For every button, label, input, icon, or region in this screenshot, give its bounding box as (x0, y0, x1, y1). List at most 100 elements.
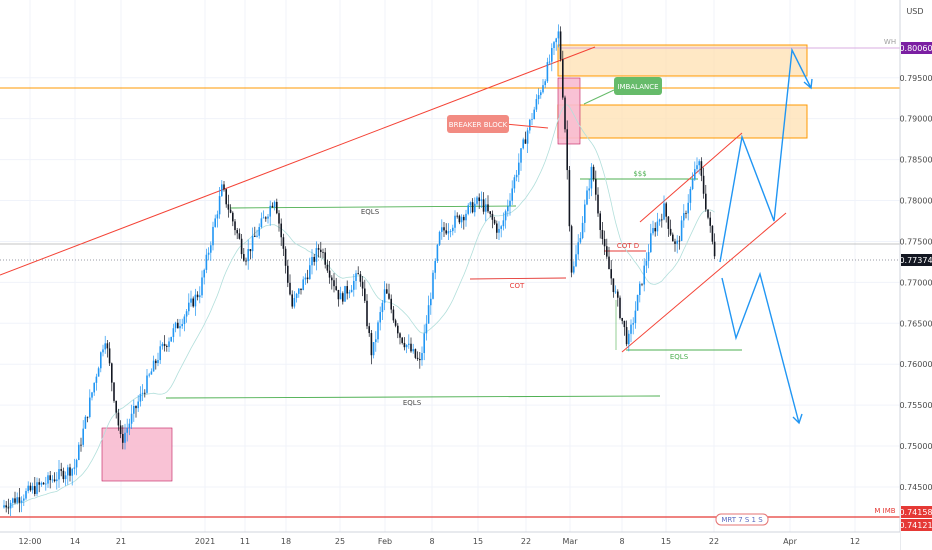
candle-body (401, 337, 403, 343)
candle-body (5, 505, 7, 508)
candle-body (364, 288, 366, 301)
candle-body (111, 363, 113, 383)
candle-body (201, 277, 203, 296)
candle-body (100, 352, 102, 369)
candle-body (394, 320, 397, 326)
candle-body (179, 326, 181, 329)
time-tick-labels: 12:00 14 21 2021 11 18 25 Feb 8 15 22 Mar 8 15 22 Apr 12 (18, 537, 860, 546)
candle-body (34, 486, 36, 494)
candle-body (586, 190, 588, 205)
candle-body (500, 226, 502, 229)
breaker-block-label: BREAKER BLOCK (449, 121, 508, 129)
candle-body (78, 444, 80, 460)
candle-body (119, 425, 122, 434)
channel-upper (639, 132, 743, 223)
candle-body (183, 316, 186, 325)
cot-line (469, 277, 567, 280)
low-price-tag (901, 519, 932, 531)
candle-body (45, 483, 47, 485)
candle-body (342, 293, 344, 302)
candle-body (174, 322, 177, 329)
candle-body (309, 265, 311, 280)
time-tick: Mar (562, 537, 578, 546)
candle-body (513, 177, 516, 189)
candle-body (113, 382, 115, 401)
low-price-value: 0.74121 (899, 521, 932, 530)
candle-body (667, 216, 670, 229)
candle-body (412, 349, 414, 352)
candle-body (476, 197, 478, 204)
candle-body (141, 392, 144, 394)
candle-body (388, 293, 390, 299)
candle-body (328, 270, 331, 278)
candle-body (18, 497, 21, 503)
candle-body (359, 274, 362, 282)
candle-body (632, 323, 634, 325)
candle-body (548, 61, 551, 63)
candle-body (656, 221, 659, 232)
candle-body (603, 239, 606, 247)
candle-body (496, 223, 498, 233)
candle-body (260, 218, 263, 228)
candle-body (579, 238, 582, 243)
candle-body (40, 482, 43, 485)
candle-body (73, 467, 76, 469)
candle-body (324, 252, 326, 265)
candle-body (75, 459, 78, 468)
candle-body (133, 406, 135, 414)
candle-body (410, 343, 412, 352)
price-tick: 0.76000 (899, 360, 932, 369)
candle-body (447, 231, 450, 234)
candle-body (654, 228, 656, 232)
dollars-label: $$$ (633, 170, 646, 178)
events-badge (715, 513, 769, 526)
candle-body (16, 497, 18, 503)
candle-body (700, 161, 703, 176)
candle-body (474, 203, 476, 213)
candle-body (161, 343, 164, 347)
candle-body (284, 248, 287, 266)
price-tick: 0.78500 (899, 156, 932, 165)
candle-body (115, 400, 117, 413)
candle-body (372, 342, 375, 356)
candle-body (617, 291, 619, 298)
time-tick: 18 (281, 537, 291, 546)
candle-body (449, 231, 452, 232)
candle-body (355, 273, 357, 281)
candle-body (185, 311, 188, 317)
time-tick: 21 (116, 537, 126, 546)
currency-label: USD (906, 7, 923, 16)
candle-body (53, 479, 56, 482)
candle-body (535, 99, 538, 110)
candle-body (122, 433, 124, 443)
candle-body (137, 401, 139, 409)
candle-body (124, 432, 126, 443)
candle-body (287, 265, 289, 283)
candle-body (658, 219, 661, 222)
price-axis-bg (900, 0, 932, 550)
candle-body (170, 336, 172, 342)
candle-body (102, 349, 104, 353)
candle-body (337, 289, 340, 300)
candle-body (592, 166, 595, 180)
candle-body (357, 273, 359, 275)
candle-body (480, 199, 483, 202)
candle-body (67, 467, 69, 476)
candle-body (683, 213, 685, 221)
candle-body (232, 212, 234, 222)
candle-body (265, 217, 267, 219)
candle-body (487, 204, 489, 212)
candle-body (458, 215, 461, 223)
price-tick: 0.79500 (899, 74, 932, 83)
candle-body (498, 228, 500, 233)
candle-body (702, 175, 705, 194)
candle-body (254, 235, 256, 237)
price-tick: 0.76500 (899, 319, 932, 328)
candle-body (247, 249, 249, 262)
candle-body (381, 302, 384, 313)
candle-body (42, 482, 45, 485)
candle-body (262, 217, 265, 219)
candle-body (661, 219, 663, 221)
candle-body (608, 256, 610, 270)
